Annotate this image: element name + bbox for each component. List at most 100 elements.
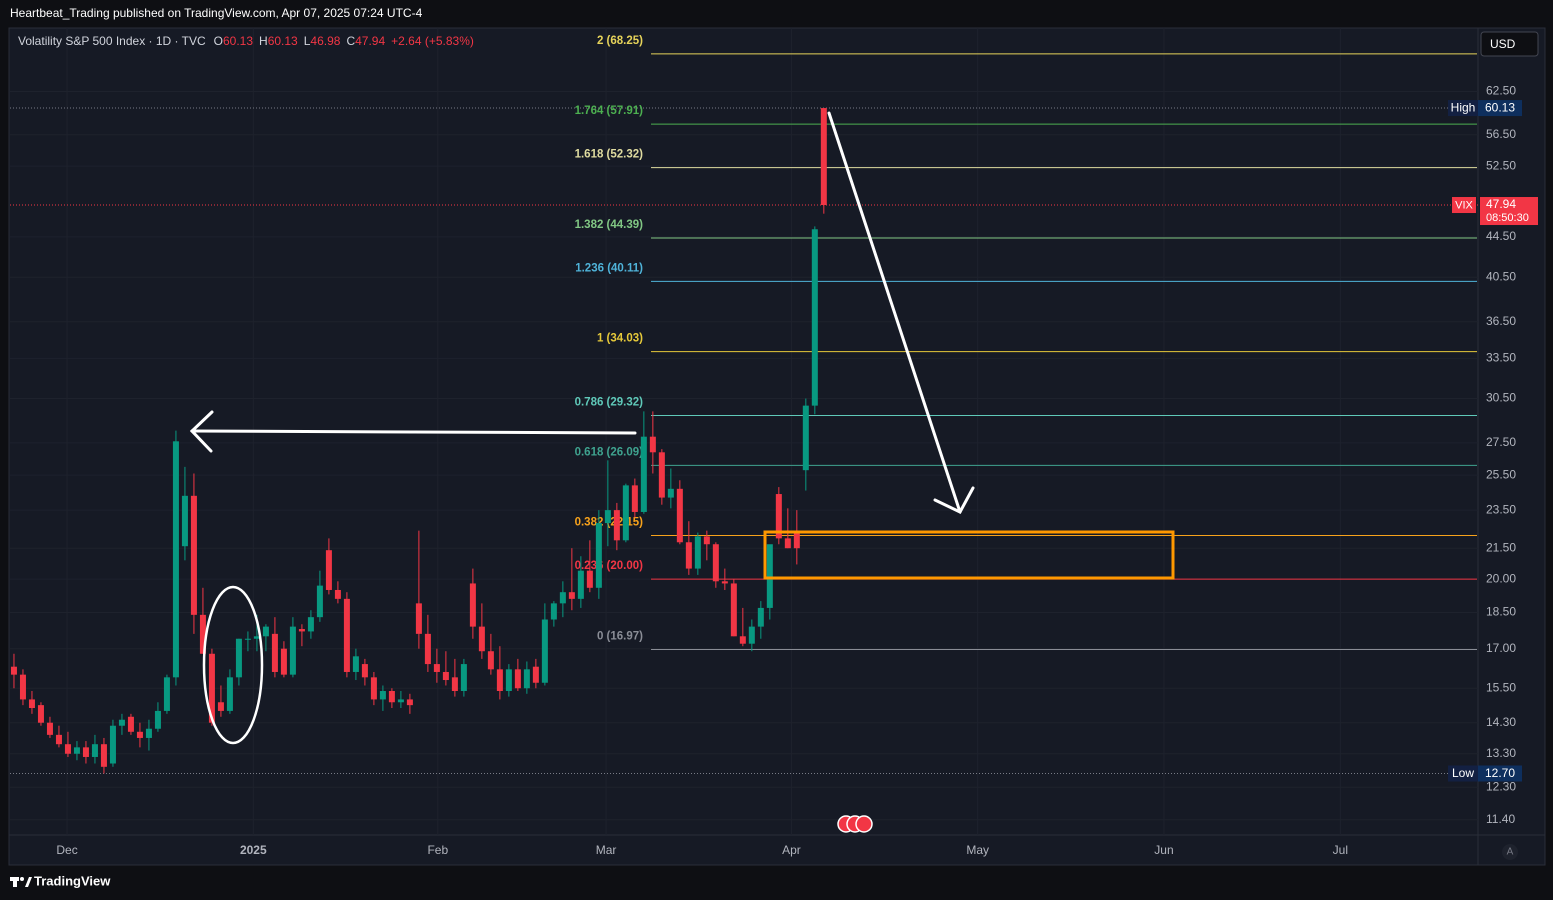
fib-label: 0.786 (29.32) (575, 396, 644, 408)
badge-text: 60.13 (1485, 101, 1515, 115)
candle-body (478, 626, 485, 652)
candle-body (199, 614, 206, 654)
legend-key: O (214, 34, 223, 48)
auto-scale-button[interactable] (1502, 844, 1518, 860)
candle-body (343, 598, 350, 672)
last-badge-value: 47.94 (1486, 197, 1516, 211)
x-tick-label: Apr (782, 843, 801, 857)
y-tick-label: 18.50 (1486, 605, 1516, 619)
candle-body (694, 536, 701, 569)
fib-label: 0 (16.97) (597, 630, 643, 642)
candle-body (388, 691, 395, 703)
badge-bg (1448, 765, 1478, 782)
y-tick-label: 15.50 (1486, 680, 1516, 694)
logo-part (20, 877, 24, 881)
candle-body (676, 488, 683, 543)
candle-body (568, 592, 575, 599)
candle-body (253, 636, 260, 639)
brand-name: TradingView (34, 873, 111, 888)
badge-bg (1448, 100, 1478, 117)
x-tick-label: Feb (427, 843, 448, 857)
legend-value: 46.98 (310, 34, 340, 48)
x-tick-label: May (966, 843, 989, 857)
badge-text: Low (1452, 766, 1474, 780)
y-tick-label: 33.50 (1486, 351, 1516, 365)
badge-bg (1478, 765, 1522, 782)
candle-body (172, 441, 179, 678)
candle-body (298, 629, 305, 632)
candle-body (793, 530, 800, 549)
candle-body (622, 485, 629, 541)
candle-body (595, 523, 602, 588)
candle-body (397, 699, 404, 703)
candle-body (424, 633, 431, 665)
currency-label: USD (1490, 37, 1516, 51)
y-tick-label: 11.40 (1486, 812, 1515, 826)
candle-body (442, 671, 449, 681)
candle-body (271, 633, 278, 672)
candle-body (145, 728, 152, 738)
y-tick-label: 44.50 (1486, 229, 1516, 243)
candle-body (667, 488, 674, 498)
candle-body (703, 536, 710, 545)
candle-body (433, 664, 440, 672)
candle-body (46, 722, 53, 735)
fib-label: 1.618 (52.32) (575, 149, 644, 161)
candle-body (514, 669, 521, 689)
candle-body (820, 108, 827, 206)
candle-body (136, 731, 143, 738)
brand-logo (10, 877, 32, 887)
candle-body (19, 674, 26, 700)
fib-label: 1.236 (40.11) (575, 262, 643, 274)
candle-body (550, 603, 557, 620)
legend-change: +2.64 (+5.83%) (391, 34, 474, 48)
candle-body (28, 699, 35, 709)
candle-body (613, 510, 620, 541)
y-tick-label: 25.50 (1486, 467, 1516, 481)
fib-label: 0.236 (20.00) (575, 560, 644, 572)
legend-key: H (259, 34, 268, 48)
y-tick-label: 36.50 (1486, 314, 1516, 328)
x-tick-label: Mar (596, 843, 617, 857)
legend: Volatility S&P 500 Index · 1D · TVC O60.1… (18, 34, 474, 48)
x-tick-label: Jun (1154, 843, 1173, 857)
candle-body (460, 664, 467, 692)
last-badge-symbol: VIX (1455, 199, 1473, 211)
candle-body (649, 436, 656, 453)
badge-bg (1478, 100, 1522, 117)
y-tick-label: 21.50 (1486, 540, 1516, 554)
publish-header: Heartbeat_Trading published on TradingVi… (10, 6, 423, 20)
circle-mark (202, 585, 264, 745)
candle-body (559, 592, 566, 604)
candle-body (208, 653, 215, 723)
down-arrow-head (933, 486, 975, 514)
candle-body (361, 664, 368, 678)
candle-body (469, 583, 476, 627)
candle-body (721, 581, 728, 584)
y-tick-label: 13.30 (1486, 746, 1516, 760)
candle-body (577, 570, 584, 599)
candle-body (532, 666, 539, 683)
candle-body (190, 495, 197, 615)
candle-body (784, 538, 791, 549)
candle-body (685, 542, 692, 569)
candle-body (496, 669, 503, 692)
down-arrow (827, 111, 962, 514)
currency-button[interactable] (1480, 31, 1539, 57)
candle-body (757, 607, 764, 627)
legend-key: C (346, 34, 355, 48)
candle-body (91, 744, 98, 757)
candle-body (658, 452, 665, 498)
candle-body (307, 617, 314, 632)
fib-label: 2 (68.25) (597, 35, 643, 47)
candle-body (712, 544, 719, 582)
left-arrow (190, 429, 637, 435)
candle-body (244, 638, 251, 640)
candle-body (289, 626, 296, 675)
candle-body (163, 677, 170, 711)
candle-body (352, 656, 359, 672)
y-tick-label: 40.50 (1486, 269, 1516, 283)
legend-value: 60.13 (268, 34, 298, 48)
y-tick-label: 56.50 (1486, 127, 1516, 141)
